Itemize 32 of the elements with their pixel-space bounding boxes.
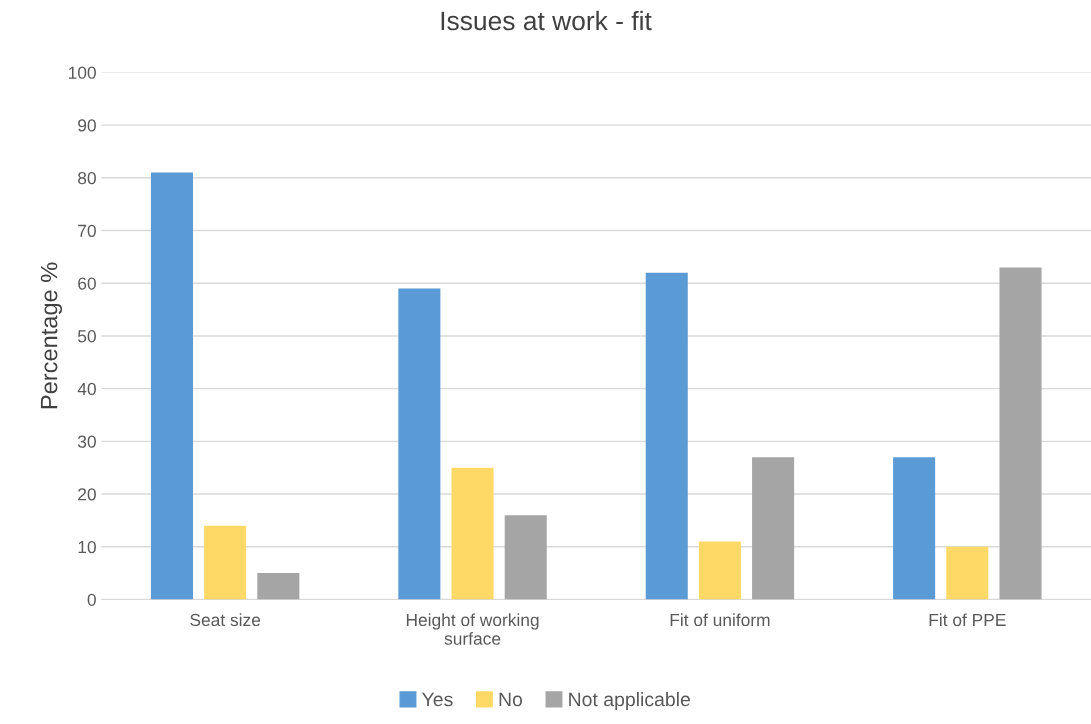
y-tick-label: 40 <box>77 382 96 396</box>
y-tick-label: 30 <box>77 435 96 448</box>
x-tick-label: Seat size <box>190 613 261 627</box>
bar <box>645 272 688 600</box>
bar <box>893 457 936 600</box>
bar <box>451 467 494 600</box>
bar <box>150 172 193 600</box>
bar <box>398 288 441 600</box>
legend-label: Yes <box>422 692 453 707</box>
y-tick-label: 60 <box>78 277 96 290</box>
y-tick-label: 70 <box>78 224 96 237</box>
bar <box>504 515 547 600</box>
y-tick-label: 0 <box>87 593 96 606</box>
y-tick-label: 10 <box>78 540 96 554</box>
bar <box>257 573 300 600</box>
legend-label: Not applicable <box>569 691 690 711</box>
bar <box>204 525 247 600</box>
y-tick-label: 20 <box>78 488 96 501</box>
y-tick-label: 100 <box>68 66 96 79</box>
x-tick-label: Fit of uniform <box>670 613 770 627</box>
y-tick-label: 90 <box>78 119 96 132</box>
chart-title: Issues at work - fit <box>441 10 652 31</box>
x-tick-label: Fit of PPE <box>929 613 1006 627</box>
y-axis-title: Percentage % <box>40 262 63 409</box>
bar <box>752 457 795 600</box>
legend-label: No <box>499 692 523 707</box>
bar <box>999 267 1042 600</box>
y-tick-label: 80 <box>78 171 96 185</box>
bar <box>946 546 989 600</box>
x-tick-label: Height of working surface <box>406 613 539 645</box>
bar <box>698 541 741 600</box>
y-tick-label: 50 <box>77 330 96 343</box>
